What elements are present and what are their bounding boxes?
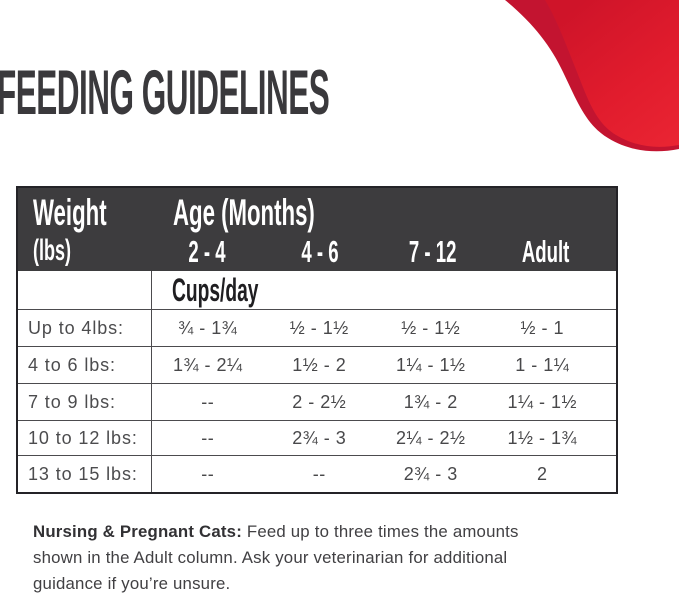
weight-cell: Up to 4lbs: [28,317,124,338]
value-cell: 1¾ - 2 [403,391,458,412]
value-cell: 2¾ - 3 [292,427,347,448]
value-cell: 2¾ - 3 [403,463,458,484]
values-cells: -- -- 2¾ - 3 2 [151,456,616,492]
value-cell: 1¼ - 1½ [507,391,578,412]
col-header-age-7-12: 7 - 12 [409,233,457,269]
value-cell: ¾ - 1¾ [178,317,238,338]
col-header-weight: Weight [33,192,107,233]
feeding-table: Weight (lbs) Age (Months) 2 - 4 4 - 6 7 … [16,186,618,494]
values-cells: -- 2¾ - 3 2¼ - 2½ 1½ - 1¾ [151,421,616,455]
age-column-headers: 2 - 4 4 - 6 7 - 12 Adult [151,234,616,268]
value-cell: ½ - 1½ [401,317,461,338]
empty-cell [18,271,151,309]
units-label-cell: Cups/day [151,271,616,309]
value-cell: -- [312,463,326,484]
table-row: 7 to 9 lbs: -- 2 - 2½ 1¾ - 2 1¼ - 1½ [18,383,616,420]
values-cells: -- 2 - 2½ 1¾ - 2 1¼ - 1½ [151,384,616,420]
weight-cell: 4 to 6 lbs: [28,354,116,375]
col-header-age-4-6: 4 - 6 [301,233,339,269]
value-cell: 1¼ - 1½ [395,354,466,375]
value-cell: 2 [536,463,548,484]
table-row: Up to 4lbs: ¾ - 1¾ ½ - 1½ ½ - 1½ ½ - 1 [18,309,616,346]
col-header-age-2-4: 2 - 4 [188,233,226,269]
weight-cell: 10 to 12 lbs: [28,427,138,448]
table-row: 13 to 15 lbs: -- -- 2¾ - 3 2 [18,455,616,492]
value-cell: 1½ - 1¾ [507,427,578,448]
value-cell: 2¼ - 2½ [395,427,466,448]
table-row: 10 to 12 lbs: -- 2¾ - 3 2¼ - 2½ 1½ - 1¾ [18,420,616,455]
col-header-adult: Adult [521,233,570,269]
footnote-line-2: shown in the Adult column. Ask your vete… [33,548,508,567]
footnote-line-3: guidance if you’re unsure. [33,574,231,593]
value-cell: 1¾ - 2¼ [172,354,243,375]
value-cell: -- [201,463,215,484]
value-cell: ½ - 1 [520,317,565,338]
units-row: Cups/day [18,271,616,309]
footnote-lead: Nursing & Pregnant Cats: [33,522,242,541]
value-cell: 1½ - 2 [292,354,347,375]
values-cells: 1¾ - 2¼ 1½ - 2 1¼ - 1½ 1 - 1¼ [151,347,616,383]
table-row: 4 to 6 lbs: 1¾ - 2¼ 1½ - 2 1¼ - 1½ 1 - 1… [18,346,616,383]
value-cell: 2 - 2½ [292,391,347,412]
col-header-age: Age (Months) [173,192,315,233]
footnote-text: Feed up to three times the amounts [242,522,519,541]
col-header-weight-unit: (lbs) [33,234,71,267]
value-cell: -- [201,391,215,412]
weight-cell: 7 to 9 lbs: [28,391,116,412]
value-cell: ½ - 1½ [289,317,349,338]
value-cell: 1 - 1¼ [515,354,570,375]
page-title: FEEDING GUIDELINES [0,58,330,128]
weight-cell: 13 to 15 lbs: [28,463,138,484]
footnote: Nursing & Pregnant Cats: Feed up to thre… [33,519,519,597]
values-cells: ¾ - 1¾ ½ - 1½ ½ - 1½ ½ - 1 [151,310,616,346]
table-header: Weight (lbs) Age (Months) 2 - 4 4 - 6 7 … [18,188,616,271]
value-cell: -- [201,427,215,448]
footnote-line-1: Nursing & Pregnant Cats: Feed up to thre… [33,519,519,545]
